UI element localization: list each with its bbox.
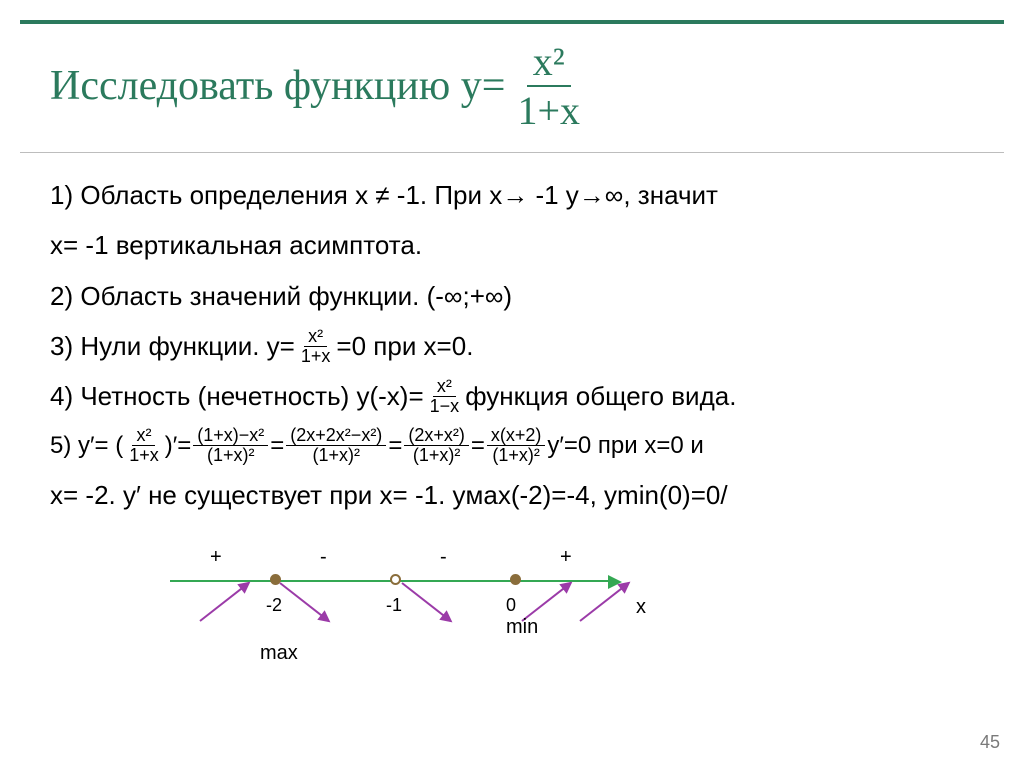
title-fraction: x² 1+x (511, 38, 586, 134)
axis-point-label: -1 (386, 592, 402, 620)
sign-mark: + (210, 542, 222, 573)
step-2: 2) Область значений функции. (-∞;+∞) (50, 276, 974, 316)
s3-den: 1+x (297, 347, 335, 366)
step-4-frac: x² 1−x (426, 377, 464, 416)
f5n: x(x+2) (487, 426, 546, 446)
axis-point (390, 574, 401, 585)
step-3-a: 3) Нули функции. y= (50, 326, 295, 366)
content-area: 1) Область определения x ≠ -1. При x→ -1… (30, 153, 994, 676)
s5-f5: x(x+2) (1+x)² (487, 426, 546, 465)
f5d: (1+x)² (488, 446, 544, 465)
trend-arrow (199, 582, 249, 622)
step-3: 3) Нули функции. y= x² 1+x =0 при x=0. (50, 326, 974, 366)
page-number: 45 (980, 732, 1000, 753)
s5-f4: (2x+x²) (1+x)² (404, 426, 469, 465)
s4-num: x² (433, 377, 456, 397)
sign-mark: - (440, 542, 447, 573)
step-4-a: 4) Четность (нечетность) y(-x)= (50, 376, 424, 416)
min-label: min (506, 612, 538, 643)
sign-mark: + (560, 542, 572, 573)
trend-arrow (579, 582, 629, 622)
f4n: (2x+x²) (404, 426, 469, 446)
slide: Исследовать функцию y= x² 1+x 1) Область… (0, 0, 1024, 767)
axis-point-label: -2 (266, 592, 282, 620)
step-5-line1: 5) y′= ( x² 1+x )′= (1+x)−x² (1+x)² = (2… (50, 426, 974, 465)
f1d: 1+x (125, 446, 163, 465)
axis-point (510, 574, 521, 585)
s5-f2: (1+x)−x² (1+x)² (193, 426, 268, 465)
sign-mark: - (320, 542, 327, 573)
s5b: )′= (165, 427, 192, 464)
f2d: (1+x)² (203, 446, 259, 465)
step-4: 4) Четность (нечетность) y(-x)= x² 1−x ф… (50, 376, 974, 416)
s5f: y′=0 при x=0 и (547, 427, 703, 464)
trend-arrow (401, 582, 451, 622)
step-5-line2: x= -2. y′ не существует при x= -1. yмах(… (50, 475, 974, 515)
step-3-b: =0 при x=0. (336, 326, 473, 366)
title-frac-num: x² (527, 38, 571, 87)
max-label: max (260, 638, 298, 669)
sign-diagram: +--+ -2-10 x min max (170, 536, 710, 666)
title-container: Исследовать функцию y= x² 1+x (20, 20, 1004, 153)
f2n: (1+x)−x² (193, 426, 268, 446)
f4d: (1+x)² (409, 446, 465, 465)
s5-f3: (2x+2x²−x²) (1+x)² (286, 426, 386, 465)
s5-f1: x² 1+x (125, 426, 163, 465)
step-3-frac: x² 1+x (297, 327, 335, 366)
s5c: = (270, 427, 284, 464)
step-1-line2: x= -1 вертикальная асимптота. (50, 225, 974, 265)
step-1-line1: 1) Область определения x ≠ -1. При x→ -1… (50, 175, 974, 215)
s5d: = (388, 427, 402, 464)
f3d: (1+x)² (309, 446, 365, 465)
slide-title: Исследовать функцию y= x² 1+x (50, 38, 1004, 134)
s4-den: 1−x (426, 397, 464, 416)
s3-num: x² (304, 327, 327, 347)
title-text: Исследовать функцию y= (50, 62, 505, 110)
f1n: x² (132, 426, 155, 446)
s5e: = (471, 427, 485, 464)
s5a: 5) y′= ( (50, 427, 123, 464)
axis-x-label: x (636, 592, 646, 623)
trend-arrow (279, 582, 329, 622)
f3n: (2x+2x²−x²) (286, 426, 386, 446)
title-frac-den: 1+x (511, 87, 586, 134)
step-4-b: функция общего вида. (465, 376, 736, 416)
